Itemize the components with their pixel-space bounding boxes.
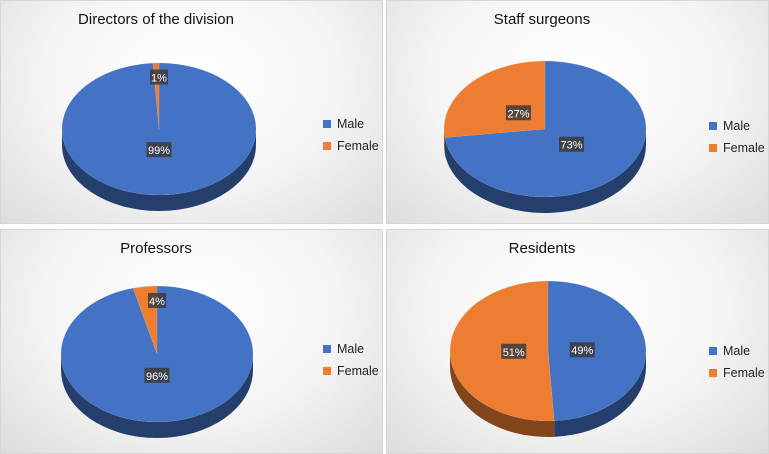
data-label-male: 99% xyxy=(148,145,170,157)
chart-title: Staff surgeons xyxy=(493,11,591,28)
legend-item-female: Female xyxy=(709,362,765,384)
pie-slice-male xyxy=(60,285,254,423)
legend-swatch-female xyxy=(709,144,717,152)
pie-side-male xyxy=(444,129,646,213)
legend-swatch-male xyxy=(709,347,717,355)
legend: Male Female xyxy=(709,115,765,159)
legend-item-male: Male xyxy=(323,338,379,360)
data-label-female: 1% xyxy=(151,73,167,85)
legend-swatch-female xyxy=(323,367,331,375)
data-label-bg xyxy=(146,142,172,158)
legend: Male Female xyxy=(323,113,379,157)
pie-side-female xyxy=(450,351,555,437)
data-label-bg xyxy=(559,136,585,152)
legend-label-male: Male xyxy=(723,119,751,133)
legend-label-female: Female xyxy=(723,141,765,155)
legend-label-female: Female xyxy=(723,366,765,380)
legend-label-male: Male xyxy=(337,117,365,131)
pie-slice-male xyxy=(547,280,647,422)
data-label-male: 49% xyxy=(571,345,593,357)
data-label-female: 27% xyxy=(507,108,529,120)
chart-title: Directors of the division xyxy=(78,11,234,28)
data-label-bg xyxy=(148,292,166,308)
pie-side-male xyxy=(554,351,646,437)
legend-swatch-female xyxy=(323,142,331,150)
data-label-bg xyxy=(144,367,170,383)
chart-panel-staff-surgeons: Staff surgeons 73% 27% Male Female xyxy=(386,0,769,224)
chart-title: Professors xyxy=(120,240,192,257)
pie-chart: 99% 1% xyxy=(61,62,257,211)
legend-item-male: Male xyxy=(709,340,765,362)
legend-item-female: Female xyxy=(323,135,379,157)
pie-chart: 49% 51% xyxy=(449,280,647,437)
chart-panel-professors: Professors 96% 4% Male Female xyxy=(0,229,383,454)
chart-title: Residents xyxy=(508,240,576,257)
chart-panel-directors: Directors of the division 99% 1% Male Fem… xyxy=(0,0,383,224)
data-label-male: 73% xyxy=(561,140,583,152)
legend-item-male: Male xyxy=(323,113,379,135)
pie-chart: 96% 4% xyxy=(60,285,254,438)
legend-item-female: Female xyxy=(709,137,765,159)
legend-label-male: Male xyxy=(337,342,365,356)
data-label-bg xyxy=(150,69,168,85)
legend-label-female: Female xyxy=(337,364,379,378)
data-label-female: 4% xyxy=(149,296,165,308)
data-label-male: 96% xyxy=(146,371,168,383)
pie-chart: 73% 27% xyxy=(443,60,647,213)
data-label-bg xyxy=(569,342,595,358)
data-label-bg xyxy=(505,105,531,121)
legend-swatch-male xyxy=(323,345,331,353)
chart-panel-residents: Residents 49% 51% Male Female xyxy=(386,229,769,454)
legend-swatch-male xyxy=(323,120,331,128)
legend-label-female: Female xyxy=(337,139,379,153)
legend-item-female: Female xyxy=(323,360,379,382)
pie-side-male xyxy=(61,354,253,438)
legend-label-male: Male xyxy=(723,344,751,358)
pie-side-male xyxy=(62,129,256,211)
data-label-female: 51% xyxy=(503,347,525,359)
legend-item-male: Male xyxy=(709,115,765,137)
legend: Male Female xyxy=(709,340,765,384)
pie-slice-female xyxy=(443,60,546,138)
data-label-bg xyxy=(501,343,527,359)
pie-side-female xyxy=(444,129,445,154)
pie-slice-male xyxy=(444,60,647,198)
pie-slice-male xyxy=(61,62,257,196)
legend-swatch-male xyxy=(709,122,717,130)
legend-swatch-female xyxy=(709,369,717,377)
legend: Male Female xyxy=(323,338,379,382)
